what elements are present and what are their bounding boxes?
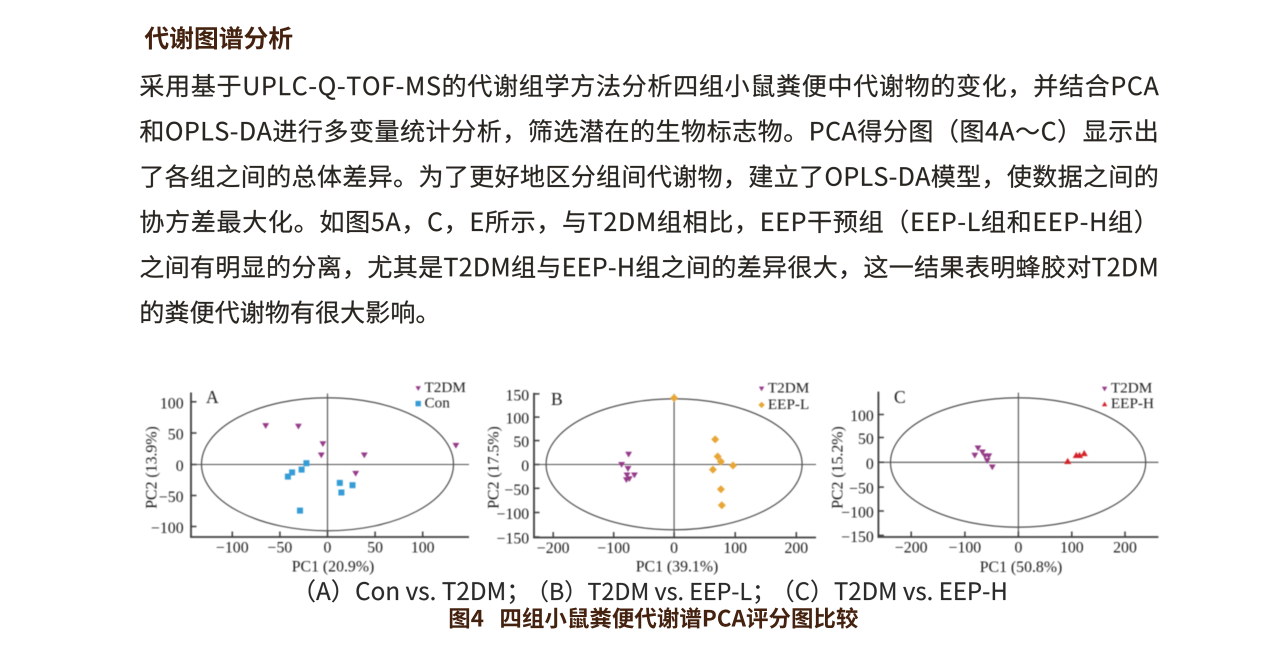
svg-text:PC1 (39.1%): PC1 (39.1%) bbox=[636, 559, 719, 576]
svg-text:−50: −50 bbox=[159, 489, 184, 506]
svg-text:100: 100 bbox=[411, 540, 435, 557]
svg-text:50: 50 bbox=[858, 431, 874, 448]
svg-text:0: 0 bbox=[176, 458, 184, 475]
svg-text:100: 100 bbox=[1060, 540, 1084, 557]
svg-text:150: 150 bbox=[505, 387, 529, 404]
svg-text:0: 0 bbox=[866, 456, 874, 473]
svg-text:PC1 (50.8%): PC1 (50.8%) bbox=[980, 559, 1063, 576]
svg-text:50: 50 bbox=[168, 427, 184, 444]
svg-text:T2DM: T2DM bbox=[768, 380, 810, 397]
svg-text:T2DM: T2DM bbox=[425, 379, 467, 396]
svg-text:0: 0 bbox=[521, 458, 529, 475]
svg-text:50: 50 bbox=[367, 540, 383, 557]
svg-text:−100: −100 bbox=[949, 540, 982, 557]
svg-text:−100: −100 bbox=[497, 506, 530, 523]
svg-text:100: 100 bbox=[505, 411, 529, 428]
svg-text:−100: −100 bbox=[151, 520, 184, 537]
svg-text:100: 100 bbox=[723, 540, 747, 557]
svg-text:50: 50 bbox=[513, 434, 529, 451]
svg-text:PC1 (20.9%): PC1 (20.9%) bbox=[292, 559, 375, 576]
svg-text:0: 0 bbox=[670, 540, 678, 557]
svg-text:PC2 (17.5%): PC2 (17.5%) bbox=[486, 426, 503, 509]
svg-text:0: 0 bbox=[1014, 540, 1022, 557]
svg-text:−200: −200 bbox=[895, 540, 928, 557]
svg-text:−200: −200 bbox=[537, 540, 570, 557]
svg-text:−100: −100 bbox=[597, 540, 630, 557]
svg-text:−150: −150 bbox=[497, 531, 530, 548]
svg-text:200: 200 bbox=[1113, 540, 1137, 557]
svg-text:EEP-L: EEP-L bbox=[768, 396, 809, 413]
svg-text:0: 0 bbox=[324, 540, 332, 557]
svg-text:200: 200 bbox=[784, 540, 808, 557]
svg-text:−50: −50 bbox=[849, 481, 874, 498]
svg-text:100: 100 bbox=[160, 395, 184, 412]
svg-text:100: 100 bbox=[850, 408, 874, 425]
svg-text:Con: Con bbox=[425, 395, 451, 412]
svg-text:T2DM: T2DM bbox=[1111, 380, 1153, 397]
svg-text:PC2 (15.2%): PC2 (15.2%) bbox=[830, 426, 847, 509]
svg-text:−150: −150 bbox=[841, 529, 874, 546]
svg-text:A: A bbox=[206, 387, 219, 407]
svg-text:C: C bbox=[894, 387, 906, 407]
svg-text:−100: −100 bbox=[841, 505, 874, 522]
svg-text:−50: −50 bbox=[268, 540, 293, 557]
svg-text:PC2 (13.9%): PC2 (13.9%) bbox=[144, 426, 161, 509]
svg-text:−50: −50 bbox=[504, 482, 529, 499]
svg-text:−100: −100 bbox=[216, 540, 249, 557]
svg-text:EEP-H: EEP-H bbox=[1111, 395, 1154, 412]
svg-text:B: B bbox=[551, 389, 563, 409]
